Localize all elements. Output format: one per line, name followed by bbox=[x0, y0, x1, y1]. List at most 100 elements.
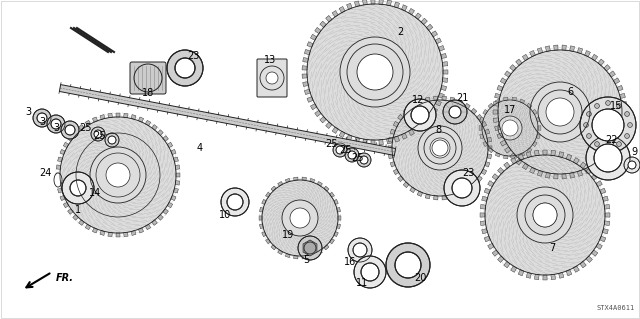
Polygon shape bbox=[609, 71, 616, 77]
Circle shape bbox=[227, 194, 243, 210]
Polygon shape bbox=[173, 188, 179, 193]
Text: 22: 22 bbox=[605, 135, 618, 145]
Polygon shape bbox=[487, 154, 492, 159]
Polygon shape bbox=[438, 93, 444, 99]
Polygon shape bbox=[591, 250, 598, 256]
Polygon shape bbox=[442, 96, 447, 100]
Polygon shape bbox=[522, 163, 529, 170]
Polygon shape bbox=[417, 191, 422, 197]
Polygon shape bbox=[527, 148, 532, 153]
Polygon shape bbox=[73, 215, 78, 220]
Circle shape bbox=[395, 252, 421, 278]
Circle shape bbox=[221, 188, 249, 216]
Circle shape bbox=[348, 151, 356, 159]
Polygon shape bbox=[477, 115, 483, 120]
Polygon shape bbox=[566, 154, 572, 160]
Polygon shape bbox=[310, 34, 317, 40]
Ellipse shape bbox=[54, 173, 62, 187]
Text: 24: 24 bbox=[39, 168, 51, 178]
Text: 3: 3 bbox=[25, 107, 31, 117]
Polygon shape bbox=[167, 142, 173, 148]
Polygon shape bbox=[116, 113, 120, 117]
Polygon shape bbox=[60, 196, 65, 201]
Circle shape bbox=[106, 163, 130, 187]
Circle shape bbox=[105, 133, 119, 147]
Polygon shape bbox=[504, 97, 508, 100]
Polygon shape bbox=[495, 99, 500, 103]
Polygon shape bbox=[487, 137, 492, 142]
Polygon shape bbox=[591, 174, 598, 180]
Polygon shape bbox=[131, 231, 136, 235]
Polygon shape bbox=[613, 140, 620, 146]
Polygon shape bbox=[79, 125, 84, 130]
Polygon shape bbox=[410, 103, 415, 109]
Text: 16: 16 bbox=[344, 257, 356, 267]
Polygon shape bbox=[387, 138, 392, 144]
Polygon shape bbox=[271, 186, 276, 191]
Circle shape bbox=[411, 106, 429, 124]
Polygon shape bbox=[305, 89, 310, 94]
Circle shape bbox=[586, 136, 630, 180]
Polygon shape bbox=[303, 240, 317, 256]
Polygon shape bbox=[511, 266, 516, 272]
Text: 25: 25 bbox=[93, 131, 106, 141]
Polygon shape bbox=[262, 232, 266, 237]
Polygon shape bbox=[408, 129, 415, 136]
Polygon shape bbox=[124, 232, 128, 237]
Polygon shape bbox=[157, 215, 163, 220]
Polygon shape bbox=[171, 149, 176, 155]
Polygon shape bbox=[56, 173, 60, 177]
Circle shape bbox=[61, 121, 79, 139]
Polygon shape bbox=[431, 31, 438, 37]
Polygon shape bbox=[388, 146, 392, 150]
Polygon shape bbox=[518, 154, 524, 160]
Polygon shape bbox=[495, 152, 500, 157]
Polygon shape bbox=[484, 129, 490, 134]
Polygon shape bbox=[302, 66, 307, 70]
Text: 1: 1 bbox=[75, 205, 81, 215]
Polygon shape bbox=[497, 133, 503, 139]
Polygon shape bbox=[152, 220, 157, 226]
Circle shape bbox=[504, 122, 516, 134]
Polygon shape bbox=[371, 140, 375, 145]
Polygon shape bbox=[415, 125, 421, 131]
Polygon shape bbox=[554, 45, 558, 50]
Polygon shape bbox=[56, 165, 61, 169]
Polygon shape bbox=[401, 5, 407, 11]
Polygon shape bbox=[56, 181, 61, 185]
Polygon shape bbox=[302, 256, 307, 259]
Polygon shape bbox=[145, 224, 151, 230]
Circle shape bbox=[605, 145, 611, 149]
Circle shape bbox=[266, 72, 278, 84]
Polygon shape bbox=[324, 245, 329, 250]
Polygon shape bbox=[435, 38, 442, 44]
Text: 5: 5 bbox=[303, 255, 309, 265]
Polygon shape bbox=[596, 243, 602, 249]
Polygon shape bbox=[480, 134, 484, 139]
Polygon shape bbox=[435, 100, 442, 106]
Polygon shape bbox=[600, 236, 606, 242]
Polygon shape bbox=[332, 127, 338, 133]
Polygon shape bbox=[108, 113, 112, 118]
Polygon shape bbox=[602, 229, 608, 234]
Polygon shape bbox=[480, 117, 484, 122]
Polygon shape bbox=[176, 173, 180, 177]
Polygon shape bbox=[433, 96, 438, 100]
Polygon shape bbox=[443, 70, 448, 74]
Polygon shape bbox=[591, 54, 598, 61]
Polygon shape bbox=[484, 188, 490, 194]
Circle shape bbox=[65, 125, 75, 135]
Polygon shape bbox=[551, 150, 556, 156]
Polygon shape bbox=[545, 46, 550, 51]
Polygon shape bbox=[488, 148, 493, 153]
Text: 3: 3 bbox=[39, 117, 45, 127]
Polygon shape bbox=[509, 153, 516, 160]
Polygon shape bbox=[450, 194, 455, 199]
Polygon shape bbox=[538, 170, 543, 176]
Circle shape bbox=[33, 109, 51, 127]
Polygon shape bbox=[426, 24, 433, 31]
Polygon shape bbox=[441, 85, 447, 91]
Text: 12: 12 bbox=[412, 95, 424, 105]
Polygon shape bbox=[390, 129, 396, 134]
Circle shape bbox=[37, 113, 47, 123]
